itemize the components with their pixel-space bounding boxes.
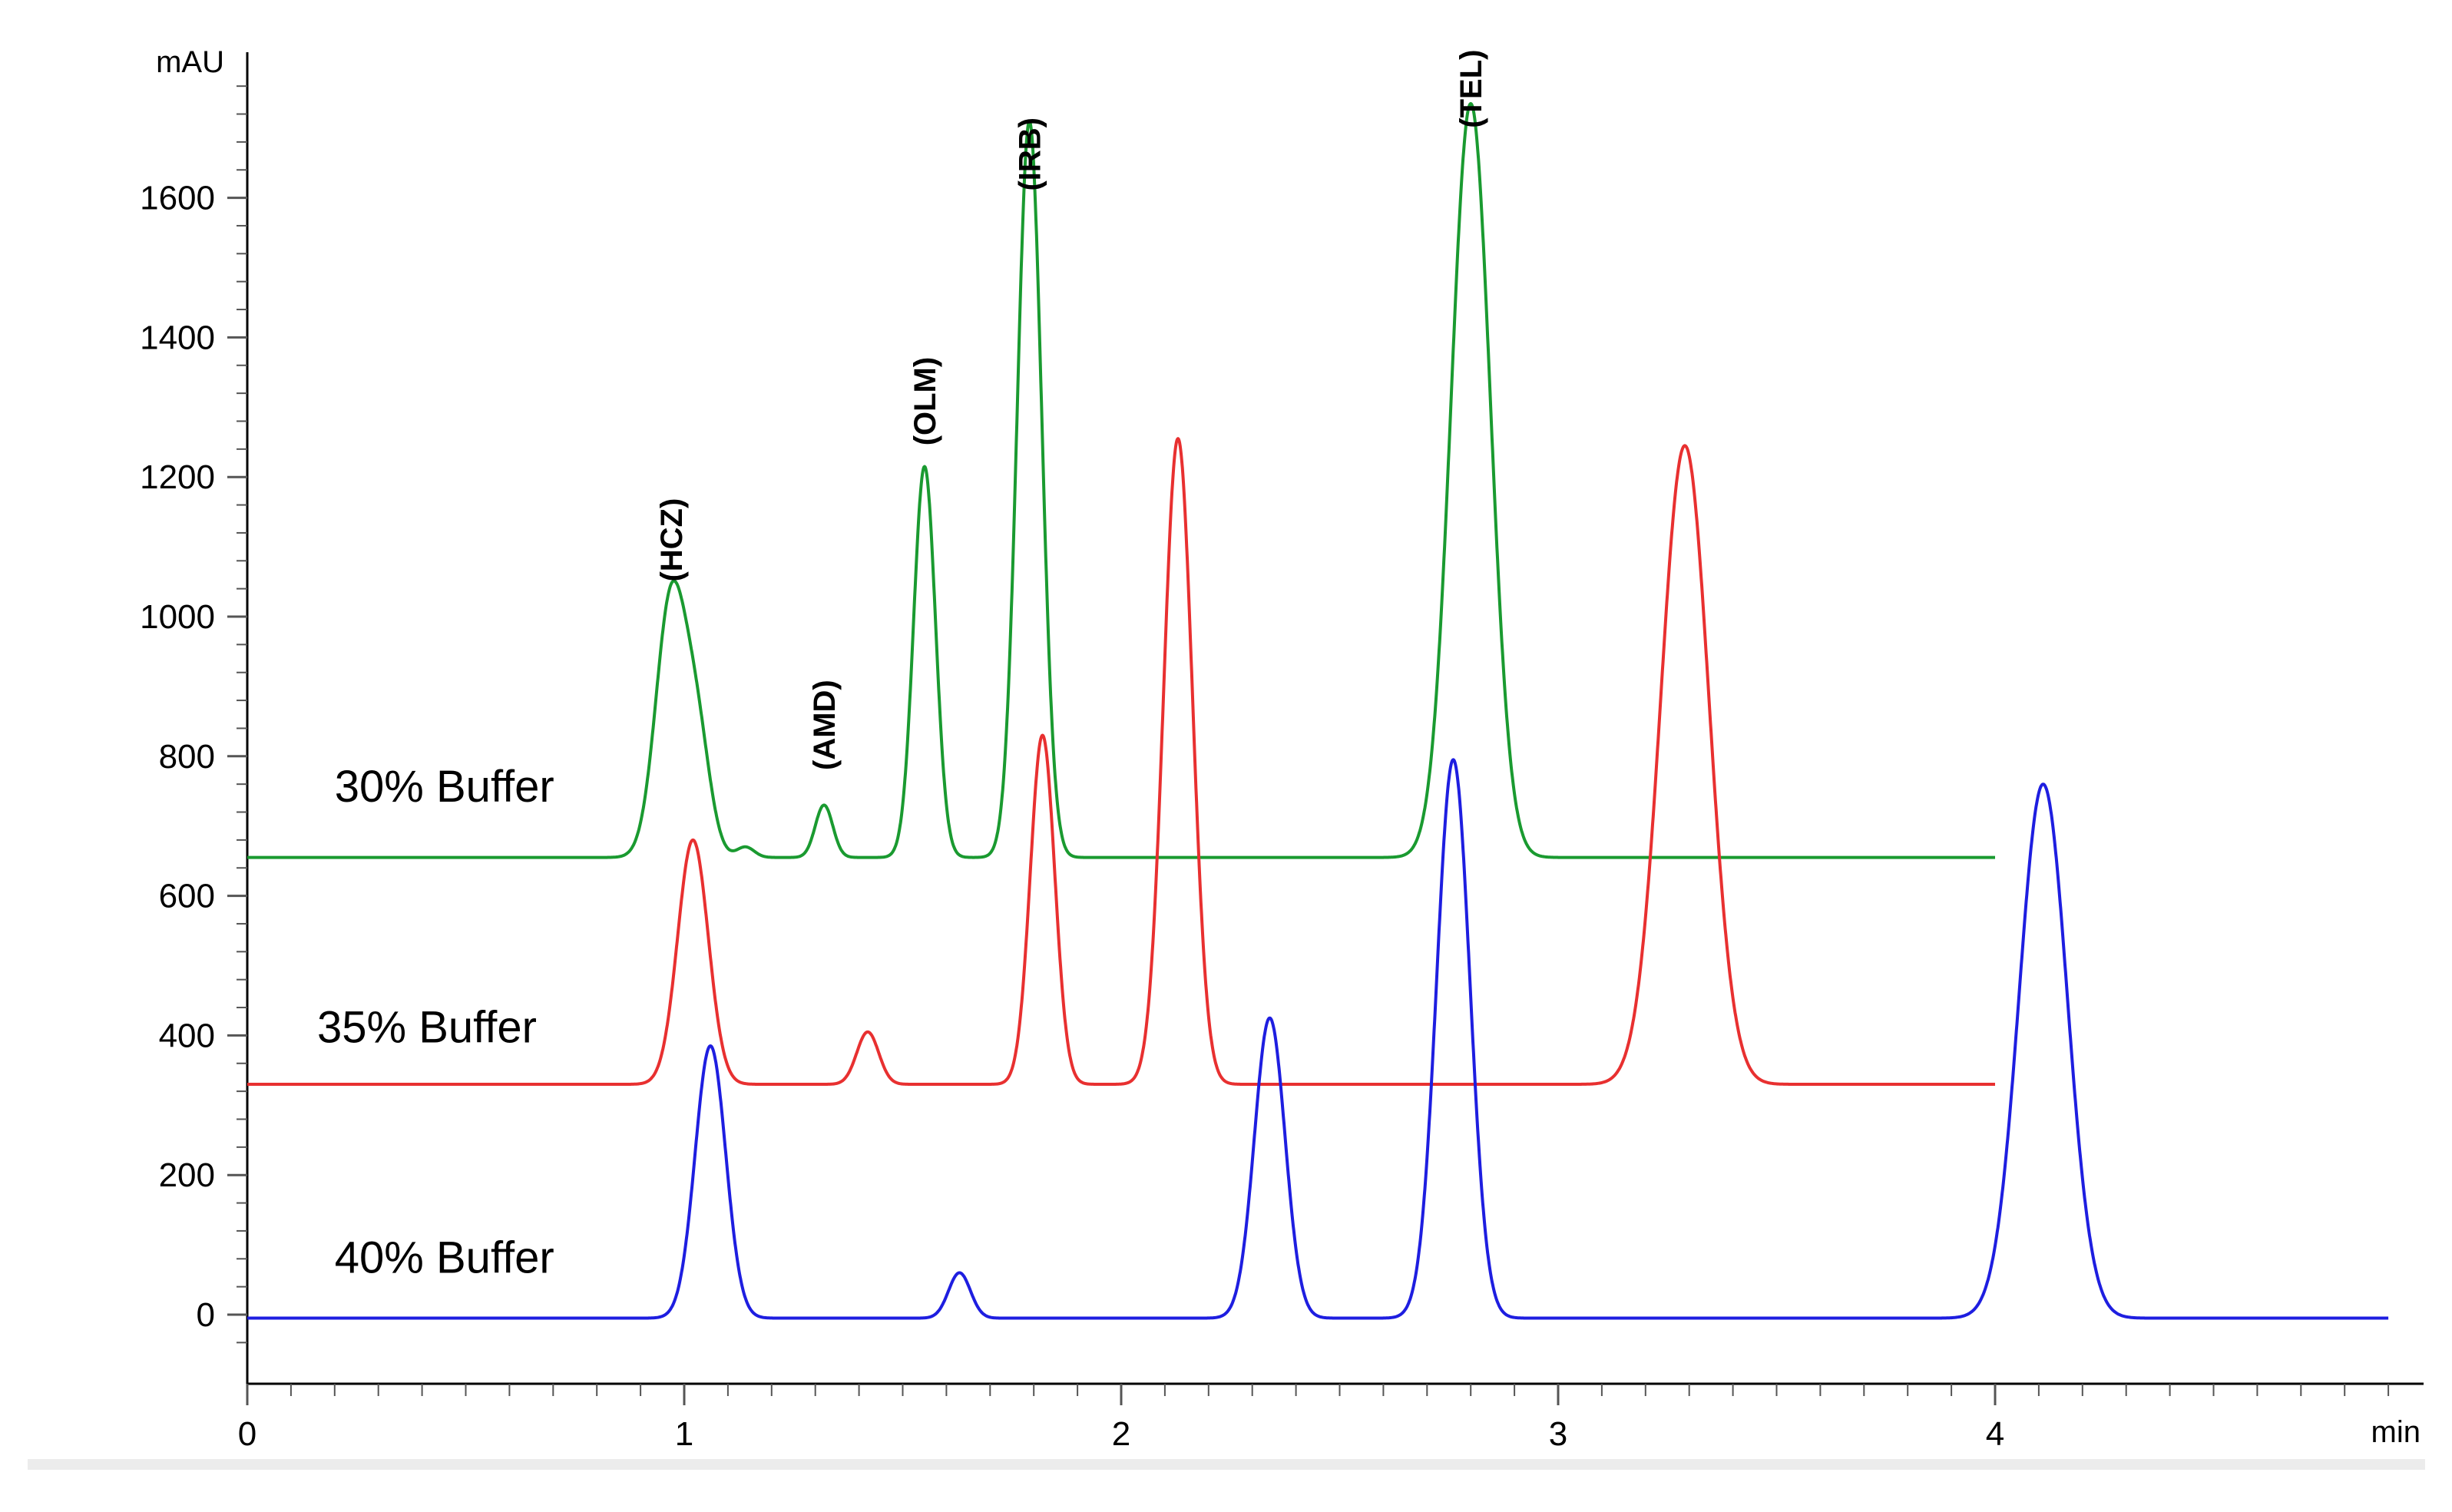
y-tick-label: 200 bbox=[159, 1156, 215, 1194]
x-tick-label: 0 bbox=[238, 1415, 256, 1453]
y-tick-label: 1600 bbox=[140, 180, 215, 217]
peak-label-tel: (TEL) bbox=[1454, 50, 1488, 128]
x-tick-label: 4 bbox=[1986, 1415, 2004, 1453]
x-tick-label: 2 bbox=[1112, 1415, 1130, 1453]
trace-30-buffer bbox=[246, 101, 1997, 859]
y-tick-label: 1200 bbox=[140, 458, 215, 496]
y-tick-label: 600 bbox=[159, 878, 215, 915]
x-axis-unit: min bbox=[2371, 1415, 2421, 1449]
peak-label-olm: (OLM) bbox=[908, 357, 942, 446]
y-tick-label: 800 bbox=[159, 738, 215, 776]
trace-40-buffer bbox=[246, 758, 2390, 1320]
x-tick-label: 3 bbox=[1549, 1415, 1567, 1453]
series-label-35-buffer: 35% Buffer bbox=[317, 1002, 537, 1052]
y-axis-unit: mAU bbox=[156, 45, 224, 79]
peak-label-irb: (IRB) bbox=[1014, 117, 1047, 191]
y-tick-label: 1000 bbox=[140, 598, 215, 636]
y-tick-label: 400 bbox=[159, 1017, 215, 1054]
peak-label-hcz: (HCZ) bbox=[655, 498, 689, 582]
y-tick-label: 1400 bbox=[140, 319, 215, 356]
labels: 30% Buffer 35% Buffer 40% Buffer (HCZ) (AMD)… bbox=[317, 50, 1488, 1283]
axes: 0 200 400 600 800 1000 1200 1400 1600 mAU 0 1 2 3 4 min bbox=[140, 45, 2424, 1453]
trace-35-buffer bbox=[246, 437, 1997, 1086]
x-tick-label: 1 bbox=[675, 1415, 693, 1453]
y-tick-label: 0 bbox=[197, 1296, 215, 1334]
series-label-30-buffer: 30% Buffer bbox=[335, 762, 554, 812]
traces bbox=[246, 101, 2390, 1320]
series-label-40-buffer: 40% Buffer bbox=[335, 1232, 554, 1282]
bottom-strip bbox=[28, 1459, 2425, 1470]
peak-label-amd: (AMD) bbox=[808, 680, 842, 770]
